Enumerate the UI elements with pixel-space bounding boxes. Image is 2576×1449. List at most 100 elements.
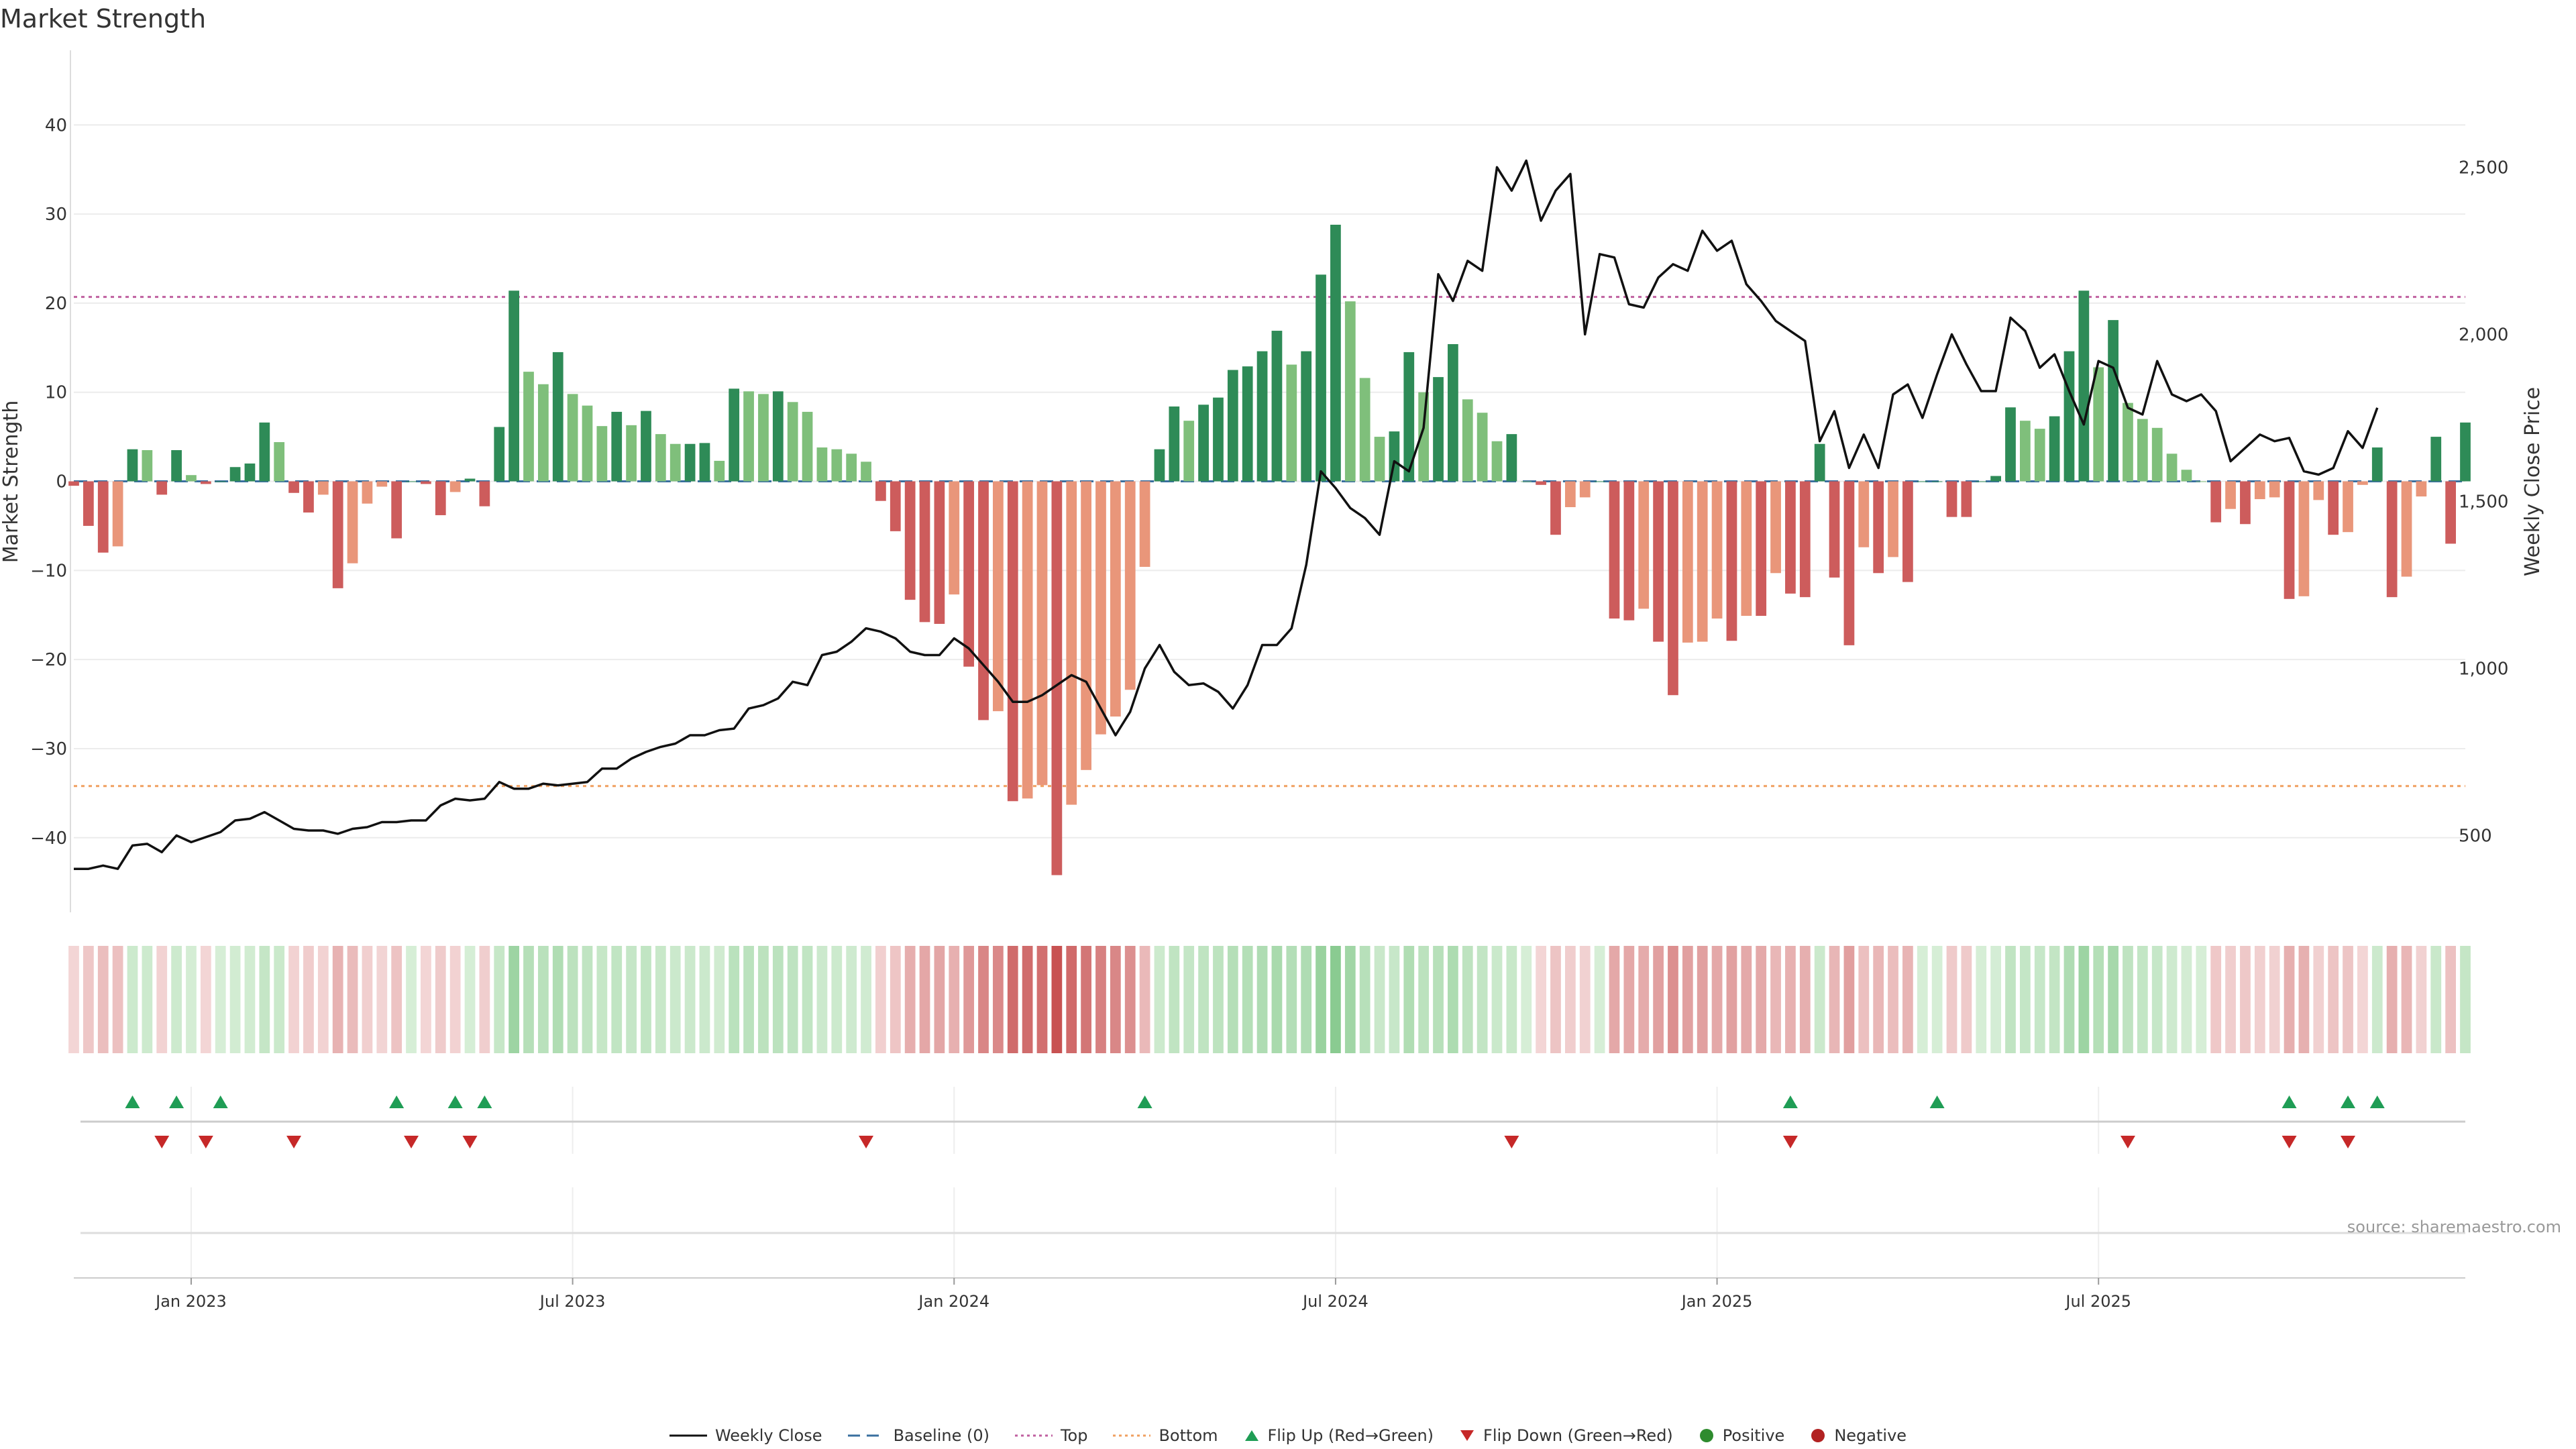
legend-top[interactable]: Top: [1014, 1426, 1088, 1445]
heat-cell: [743, 946, 754, 1053]
legend-weekly-close[interactable]: Weekly Close: [669, 1426, 822, 1445]
flip-up-marker: [2282, 1095, 2297, 1108]
heat-cell: [1609, 946, 1620, 1053]
strength-bar: [1154, 449, 1165, 482]
flip-down-marker: [286, 1136, 302, 1148]
strength-bar: [479, 481, 490, 506]
heat-cell: [552, 946, 564, 1053]
heat-cell: [2210, 946, 2222, 1053]
strength-bar: [1785, 481, 1796, 594]
heat-cell: [1946, 946, 1957, 1053]
heat-cell: [1007, 946, 1018, 1053]
heat-cell: [816, 946, 828, 1053]
strength-bar: [2430, 437, 2442, 482]
strength-bar: [1491, 441, 1503, 482]
strength-bar: [1814, 443, 1825, 482]
strength-bar: [1873, 481, 1884, 574]
strength-bar: [1462, 399, 1473, 482]
heat-cell: [2123, 946, 2133, 1053]
strength-bar: [332, 481, 343, 588]
flip-down-marker: [2120, 1136, 2135, 1148]
legend-positive[interactable]: Positive: [1699, 1426, 1784, 1445]
heat-cell: [1638, 946, 1650, 1053]
strength-bar: [1609, 481, 1620, 619]
strength-bar: [2460, 422, 2471, 482]
heat-cell: [2078, 946, 2090, 1053]
flip-down-marker: [2341, 1136, 2356, 1148]
strength-bar: [2343, 481, 2353, 533]
flip-down-marker: [198, 1136, 213, 1148]
strength-bar: [303, 481, 314, 513]
flip-up-marker: [2369, 1095, 2385, 1108]
legend-negative[interactable]: Negative: [1810, 1426, 1907, 1445]
strength-bar: [391, 481, 402, 539]
legend-label: Top: [1060, 1426, 1088, 1445]
strength-bar: [1653, 481, 1664, 642]
heat-cell: [567, 946, 578, 1053]
legend-label: Flip Up (Red→Green): [1267, 1426, 1434, 1445]
heat-cell: [1256, 946, 1268, 1053]
strength-bar: [2371, 447, 2383, 482]
strength-bars: [68, 225, 2471, 875]
heat-cell: [699, 946, 710, 1053]
heat-cell: [2371, 946, 2383, 1053]
strength-bar: [1536, 481, 1546, 485]
legend-label: Negative: [1834, 1426, 1907, 1445]
legend-baseline[interactable]: Baseline (0): [847, 1426, 989, 1445]
legend-flip-down[interactable]: Flip Down (Green→Red): [1459, 1426, 1673, 1445]
flip-down-marker: [859, 1136, 874, 1148]
flip-up-marker: [1137, 1095, 1152, 1108]
strength-bar: [596, 426, 608, 482]
triangle-up-icon: [1244, 1430, 1258, 1441]
strength-bar: [2284, 481, 2295, 599]
heat-cell: [1462, 946, 1473, 1053]
right-axis-title: Weekly Close Price: [2521, 387, 2544, 576]
legend-flip-up[interactable]: Flip Up (Red→Green): [1244, 1426, 1434, 1445]
heat-cell: [2401, 946, 2412, 1053]
heat-cell: [1726, 946, 1737, 1053]
heat-cell: [2298, 946, 2310, 1053]
strength-bar: [449, 481, 461, 492]
x-tick-label: Jul 2025: [2064, 1292, 2131, 1311]
heat-cell: [1785, 946, 1796, 1053]
heat-cell: [1169, 946, 1180, 1053]
strength-bar: [1638, 481, 1650, 609]
right-tick-label: 2,500: [2459, 158, 2508, 178]
strength-bar: [229, 467, 241, 482]
heat-cell: [846, 946, 857, 1053]
heat-cell: [2034, 946, 2045, 1053]
heat-cell: [2328, 946, 2339, 1053]
strength-bar: [2254, 481, 2265, 500]
heat-cell: [2005, 946, 2016, 1053]
heat-cell: [1110, 946, 1121, 1053]
heat-cell: [317, 946, 329, 1053]
flip-up-marker: [389, 1095, 405, 1108]
heat-cell: [1843, 946, 1855, 1053]
strength-bar: [464, 478, 476, 482]
heat-cell: [1403, 946, 1415, 1053]
heat-cell: [215, 946, 226, 1053]
strength-bar: [1213, 397, 1224, 482]
heat-cell: [2108, 946, 2118, 1053]
left-tick-label: −40: [30, 828, 67, 849]
heat-cell: [1330, 946, 1341, 1053]
heat-cell: [626, 946, 637, 1053]
heat-cell: [347, 946, 358, 1053]
flip-up-marker: [447, 1095, 463, 1108]
strength-bar: [1756, 481, 1767, 616]
strength-bar: [2137, 419, 2148, 482]
strength-bar: [1256, 351, 1268, 482]
legend-bottom[interactable]: Bottom: [1113, 1426, 1218, 1445]
heat-cell: [112, 946, 123, 1053]
heat-cell: [2181, 946, 2192, 1053]
heat-cell: [244, 946, 256, 1053]
strength-bar: [171, 450, 182, 482]
heat-cell: [831, 946, 843, 1053]
heat-cell: [1682, 946, 1693, 1053]
heat-cell: [1902, 946, 1913, 1053]
heat-cell: [1756, 946, 1767, 1053]
x-tick-label: Jan 2024: [917, 1292, 989, 1311]
strength-bar: [2445, 481, 2457, 544]
heat-cell: [2357, 946, 2368, 1053]
strength-bar: [376, 481, 388, 487]
